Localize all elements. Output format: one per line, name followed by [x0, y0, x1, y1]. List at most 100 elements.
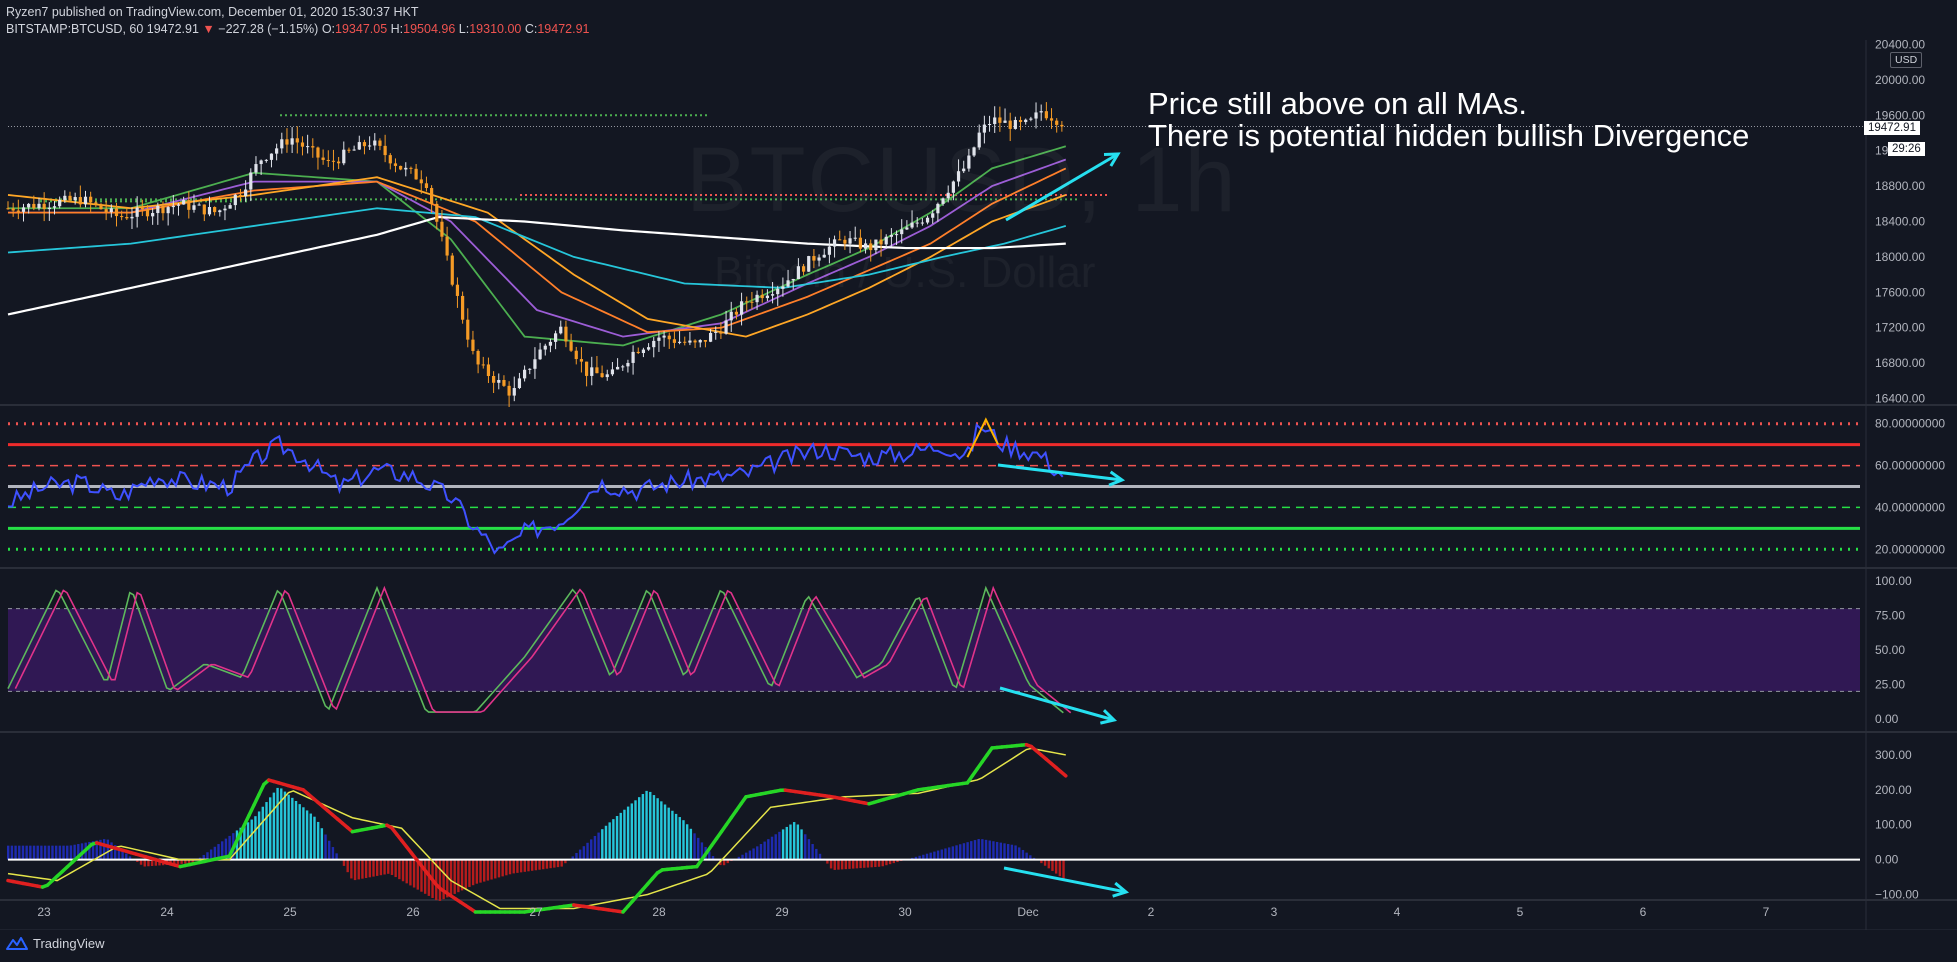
candle-body [311, 146, 315, 148]
macd-histogram-bar [36, 845, 39, 860]
rsi-line [7, 423, 1064, 555]
divergence-arrow-line [1005, 152, 1119, 222]
price-tick-label: 50.00 [1875, 643, 1905, 657]
candle-body [667, 335, 671, 340]
macd-histogram-bar [748, 850, 752, 860]
macd-histogram-bar [416, 859, 419, 890]
candle-body [83, 196, 88, 205]
macd-histogram-bar [789, 824, 792, 860]
macd-histogram-bar [390, 859, 394, 875]
candle-body [357, 142, 361, 150]
macd-histogram-bar [239, 827, 242, 860]
divergence-arrow-line [1003, 866, 1127, 894]
macd-histogram-bar [542, 859, 545, 870]
time-tick-label: 28 [652, 905, 666, 919]
macd-histogram-bar [342, 859, 346, 866]
brand[interactable]: TradingView [6, 936, 105, 951]
ma-fast-line [8, 145, 1067, 347]
macd-histogram-bar [51, 845, 54, 860]
candle-body [528, 368, 532, 370]
macd-histogram-bar [246, 822, 250, 860]
macd-histogram-bar [191, 859, 194, 864]
publish-line: Ryzen7 published on TradingView.com, Dec… [6, 5, 419, 19]
price-tick-label: 16800.00 [1875, 356, 1925, 370]
macd-histogram-bar [66, 845, 69, 860]
candle-body [461, 295, 465, 320]
candle-body [791, 279, 795, 281]
time-tick-label: 6 [1640, 905, 1647, 919]
candle-body [910, 222, 914, 228]
divergence-arrows [997, 152, 1130, 898]
macd-histogram-bar [815, 848, 818, 860]
close-value: 19472.91 [537, 22, 590, 36]
candle-body [512, 388, 516, 396]
macd-histogram-bar [800, 829, 803, 860]
macd-histogram-bar [1010, 844, 1014, 860]
macd-histogram-bar [54, 845, 58, 860]
candle-body [1003, 120, 1007, 123]
macd-histogram-bar [933, 851, 936, 860]
candle-body [889, 234, 893, 237]
candle-body [610, 369, 615, 375]
candle-body [135, 207, 139, 217]
macd-histogram-bar [14, 845, 17, 860]
macd-histogram-bar [398, 859, 401, 880]
candle-body [125, 217, 129, 219]
macd-histogram-bar [959, 844, 962, 860]
macd-histogram-bar [91, 841, 95, 860]
macd-histogram-bar [527, 859, 530, 872]
candle-body [621, 366, 625, 368]
macd-histogram-bar [619, 812, 622, 860]
currency-badge[interactable]: USD [1890, 52, 1923, 68]
price-tick-label: 20000.00 [1875, 73, 1925, 87]
chart-annotation[interactable]: Price still above on all MAs. There is p… [1148, 88, 1749, 152]
macd-histogram-bar [689, 828, 693, 860]
macd-histogram-bar [184, 859, 187, 864]
candle-body [993, 117, 997, 125]
macd-histogram-bar [852, 859, 855, 869]
macd-histogram-bar [143, 859, 146, 867]
candle-body [42, 203, 46, 210]
macd-histogram-bar [866, 859, 870, 868]
time-tick-label: 23 [37, 905, 51, 919]
macd-histogram-bar [420, 859, 423, 892]
candle-body [523, 369, 527, 379]
macd-histogram-bar [401, 859, 405, 882]
macd-histogram-bar [180, 859, 183, 864]
macd-histogram-bar [792, 822, 796, 860]
macd-histogram-bar [423, 859, 427, 894]
candle-body [182, 200, 186, 205]
candle-body [32, 203, 36, 209]
macd-histogram-bar [471, 859, 475, 886]
macd-histogram-bar [508, 859, 512, 875]
candle-body [781, 286, 785, 289]
macd-histogram-bar [752, 848, 755, 860]
annotation-line-1: Price still above on all MAs. [1148, 86, 1528, 121]
macd-histogram-bar [818, 853, 822, 860]
time-axis[interactable]: 23 24 25 26 27 28 29 30 Dec 2 3 4 5 6 7 [37, 905, 1769, 919]
candle-body [595, 367, 599, 374]
candle-body [476, 350, 480, 365]
candle-body [52, 206, 57, 208]
macd-histogram-bar [840, 859, 844, 870]
macd-histogram-bar [936, 850, 940, 860]
candle-body [708, 332, 713, 342]
price-tick-label: 200.00 [1875, 783, 1912, 797]
candle-body [631, 351, 635, 363]
candle-body [507, 385, 511, 396]
macd-histogram-bar [637, 797, 641, 860]
candle-body [440, 221, 444, 237]
candle-body [925, 217, 930, 223]
price-axis[interactable]: 20400.0020000.0019600.0019200.0018800.00… [1875, 37, 1945, 901]
macd-histogram-bar [977, 839, 980, 860]
symbol-label[interactable]: BITSTAMP:BTCUSD, 60 [6, 22, 144, 36]
last-price: 19472.91 [146, 22, 199, 36]
candle-body [987, 124, 992, 126]
candle-body [1029, 118, 1033, 120]
price-tick-label: 17600.00 [1875, 285, 1925, 299]
macd-histogram-bar [626, 806, 630, 860]
macd-histogram-bar [21, 845, 25, 860]
macd-histogram-bar [331, 847, 335, 860]
macd-histogram-bar [147, 859, 150, 867]
